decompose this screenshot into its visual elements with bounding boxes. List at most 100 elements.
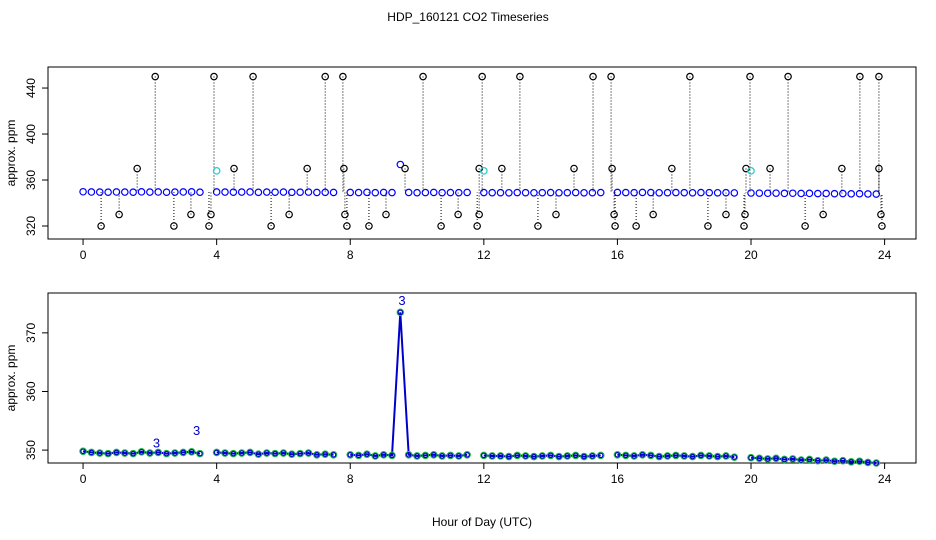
data-point: [137, 188, 146, 196]
data-point: [655, 188, 663, 197]
data-point: [730, 453, 739, 461]
data-point: [698, 452, 704, 459]
data-point: [638, 450, 647, 459]
data-point: [221, 449, 229, 457]
data-point: [129, 188, 137, 197]
data-point: [815, 457, 821, 464]
data-point: [496, 452, 505, 460]
data-point: [480, 188, 488, 197]
data-point: [329, 188, 338, 197]
data-point: [839, 189, 847, 198]
data-point: [748, 454, 754, 461]
data-point: [755, 189, 764, 197]
data-point: [229, 449, 238, 458]
data-point: [401, 164, 409, 173]
data-point: [188, 449, 195, 455]
data-point: [454, 188, 463, 197]
data-point: [279, 449, 288, 457]
data-point: [731, 454, 738, 460]
data-point: [422, 452, 429, 459]
data-point: [697, 451, 705, 460]
data-point: [788, 455, 797, 463]
data-point: [613, 450, 622, 459]
data-point: [446, 451, 455, 460]
y-tick-label: 370: [24, 323, 38, 343]
data-point: [397, 309, 404, 316]
data-point: [262, 449, 271, 457]
data-point: [364, 451, 370, 458]
data-point: [254, 450, 263, 459]
x-axis-label: Hour of Day (UTC): [432, 515, 532, 529]
data-point: [489, 453, 495, 459]
x-tick-label: 16: [611, 248, 625, 262]
data-point: [847, 458, 856, 466]
data-point: [797, 456, 805, 464]
data-point: [496, 188, 505, 197]
data-point: [580, 452, 588, 461]
data-point: [304, 188, 313, 196]
data-point: [647, 188, 655, 197]
data-point: [706, 453, 713, 459]
data-point: [354, 188, 363, 197]
data-point: [521, 188, 530, 197]
data-point: [546, 188, 555, 197]
data-point: [530, 452, 538, 461]
data-point: [531, 453, 537, 460]
data-point: [814, 189, 822, 198]
data-point: [481, 452, 487, 459]
data-point: [97, 222, 105, 230]
data-point: [212, 167, 221, 175]
data-point: [79, 187, 87, 196]
data-point: [113, 449, 120, 456]
x-tick-label: 0: [80, 248, 87, 262]
data-point: [254, 188, 263, 197]
data-point: [446, 188, 455, 197]
data-point: [121, 449, 129, 457]
data-point: [638, 188, 647, 197]
data-point: [447, 452, 454, 459]
data-point: [122, 450, 128, 456]
data-point: [622, 452, 629, 459]
data-point: [262, 188, 271, 196]
data-point: [514, 452, 521, 459]
data-point: [847, 190, 856, 198]
data-point: [303, 164, 311, 173]
data-point: [146, 449, 154, 457]
data-point: [830, 457, 839, 466]
data-point: [321, 188, 329, 197]
data-point: [747, 167, 755, 175]
data-point: [555, 452, 563, 461]
data-point: [354, 451, 363, 460]
data-point: [614, 451, 621, 458]
data-point: [630, 452, 638, 460]
data-point: [608, 164, 616, 173]
data-point: [571, 451, 580, 460]
data-point: [875, 72, 883, 81]
data-point: [856, 72, 864, 81]
data-point: [121, 188, 129, 196]
data-point: [822, 189, 830, 198]
data-point: [80, 448, 86, 455]
data-point: [438, 452, 446, 460]
data-point: [780, 455, 789, 464]
data-point: [488, 188, 496, 197]
data-point: [388, 451, 396, 460]
data-point: [688, 452, 697, 461]
data-point: [172, 450, 178, 456]
data-point: [840, 457, 846, 464]
data-point: [581, 453, 587, 460]
annotation: 3: [398, 293, 405, 308]
data-point: [873, 460, 880, 466]
y-tick-label: 360: [24, 381, 38, 401]
data-point: [473, 222, 481, 230]
x-tick-label: 12: [477, 472, 491, 486]
data-point: [498, 164, 506, 173]
data-point: [429, 188, 438, 197]
data-point: [513, 188, 522, 197]
data-point: [296, 188, 304, 197]
data-point: [237, 188, 246, 196]
data-point: [88, 449, 95, 456]
data-point: [95, 449, 104, 457]
data-point: [289, 451, 295, 458]
